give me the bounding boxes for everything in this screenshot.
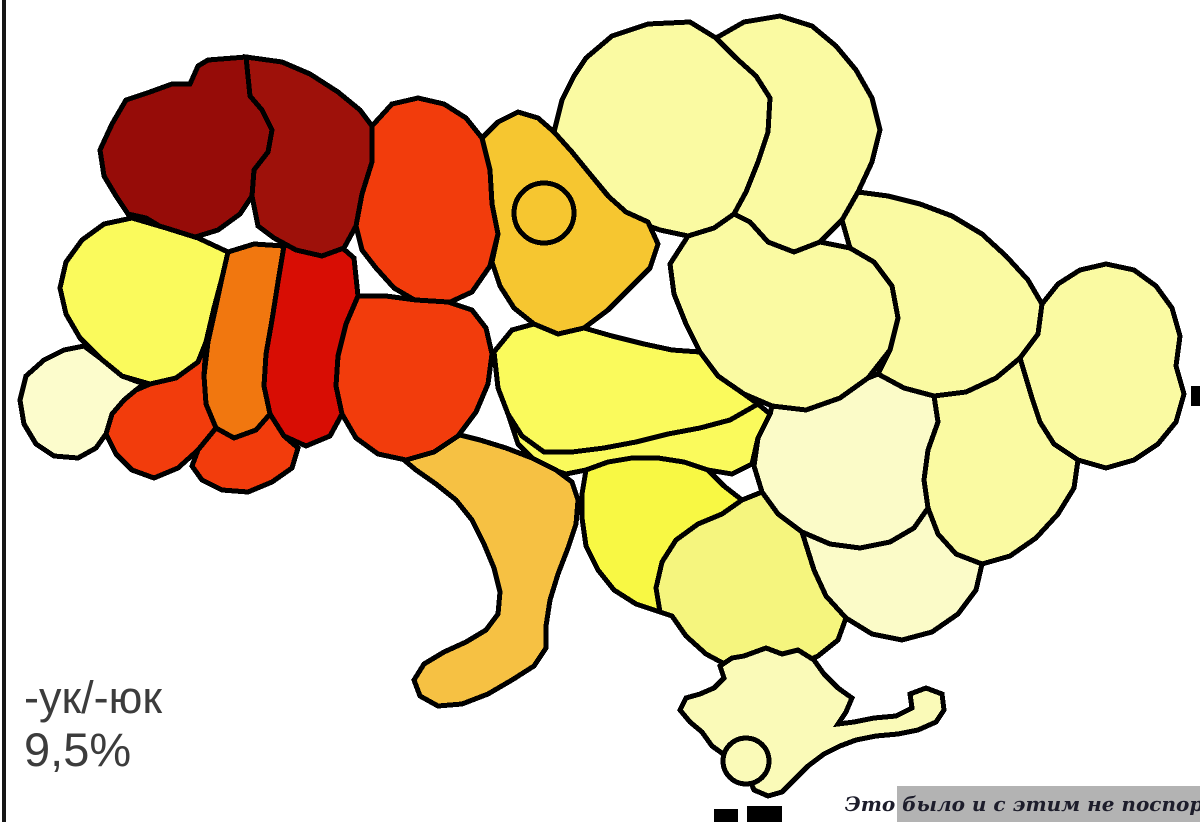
- watermark: Это было и с этим не поспоришь: [845, 786, 1200, 822]
- cropped-glyph-right-edge: [1191, 386, 1200, 406]
- cropped-glyph-bottom-left: [714, 809, 738, 822]
- region-ivano-frankivsk: [103, 341, 219, 481]
- region-odesa: [398, 431, 581, 709]
- region-zakarpattia: [17, 343, 150, 461]
- percent-label: 9,5%: [24, 723, 132, 777]
- region-zaporizhzhia: [797, 502, 985, 643]
- suffix-label: -ук/-юк: [24, 672, 163, 723]
- region-volyn: [97, 54, 275, 241]
- left-edge-line: [2, 0, 6, 822]
- region-zhytomyr: [353, 95, 501, 307]
- cropped-glyph-bottom-right: [747, 806, 782, 822]
- region-kyiv-city: [511, 180, 577, 246]
- region-chernivtsi: [189, 409, 301, 495]
- region-crimea: [677, 645, 947, 799]
- region-sevastopol: [720, 735, 772, 787]
- map-annotation: -ук/-юк 9,5%: [24, 672, 162, 777]
